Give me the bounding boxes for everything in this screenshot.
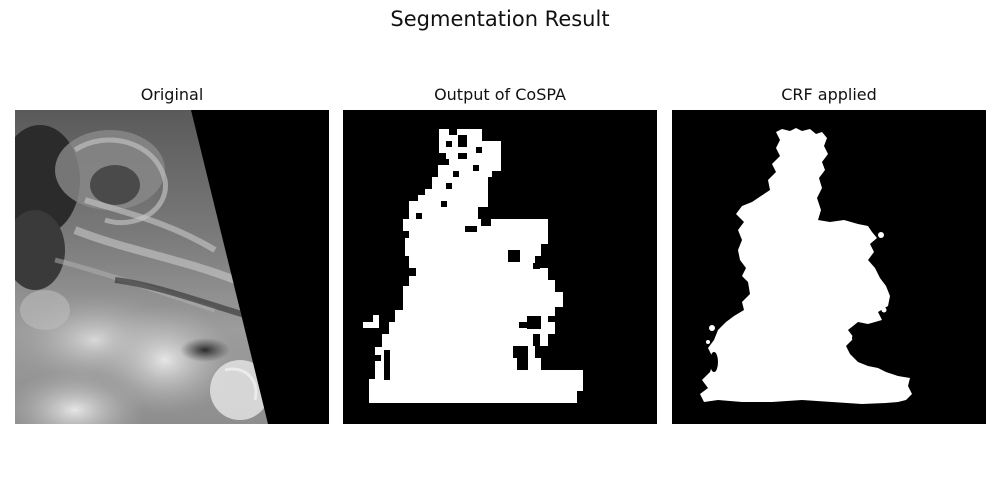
crf-mask-graphic bbox=[672, 110, 986, 424]
panel-title-crf: CRF applied bbox=[781, 85, 877, 104]
figure-title: Segmentation Result bbox=[390, 7, 610, 31]
original-image bbox=[15, 110, 329, 424]
cospa-mask bbox=[343, 110, 657, 424]
crf-mask bbox=[672, 110, 986, 424]
panel-crf-applied: CRF applied bbox=[672, 85, 986, 424]
panel-cospa-output: Output of CoSPA bbox=[343, 85, 657, 424]
panel-title-original: Original bbox=[140, 85, 204, 104]
original-image-graphic bbox=[15, 110, 329, 424]
cospa-mask-graphic bbox=[343, 110, 657, 424]
panel-title-cospa: Output of CoSPA bbox=[434, 85, 566, 104]
panel-original: Original bbox=[15, 85, 329, 424]
